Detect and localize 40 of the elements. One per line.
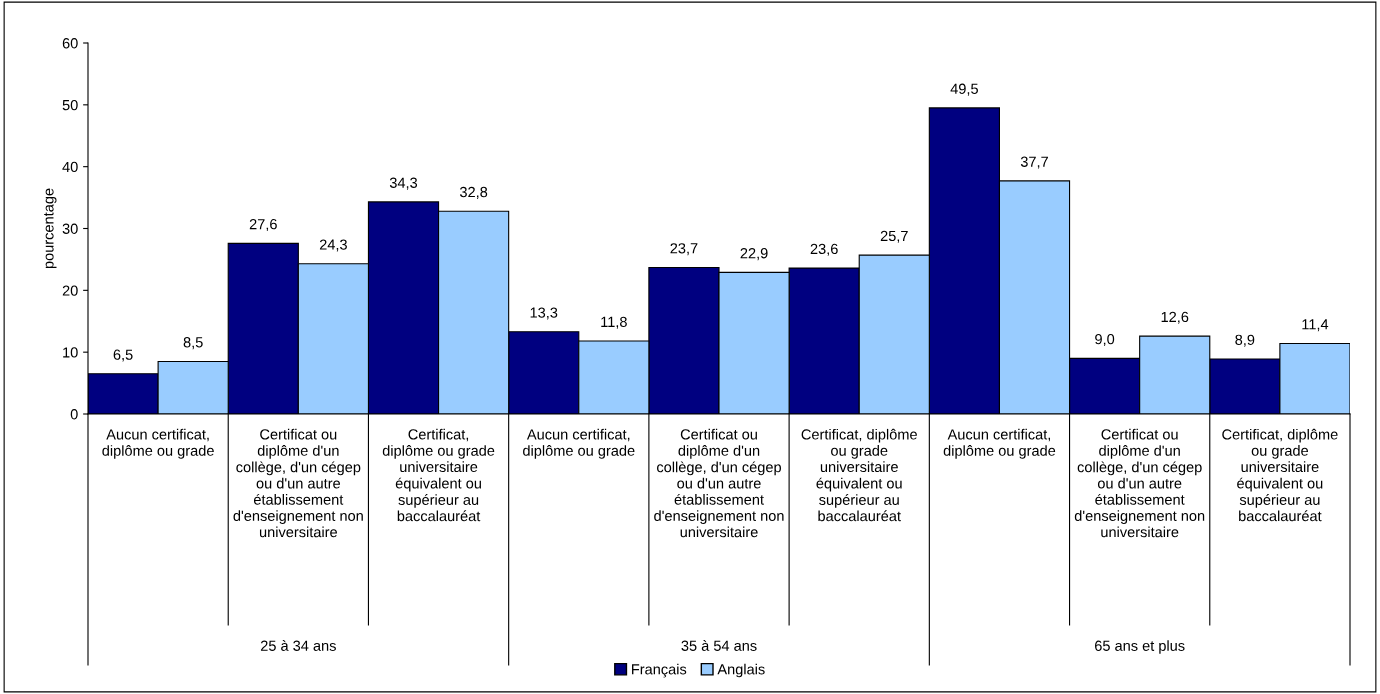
data-label: 13,3 bbox=[530, 307, 558, 320]
x-tick-label: Certificat ou diplôme d'un collège, d'un cégep ou d'un autre établissement d'enseignement non universitaire bbox=[233, 428, 363, 538]
x-tick-label: Certificat, diplôme ou grade universitaire équivalent ou supérieur au baccalauréat bbox=[1222, 428, 1338, 522]
data-label: 11,4 bbox=[1302, 319, 1329, 332]
data-label: 24,3 bbox=[319, 239, 347, 252]
data-label: 34,3 bbox=[389, 177, 418, 190]
text: 25 à 34 ans bbox=[260, 640, 336, 651]
data-label: 32,8 bbox=[459, 186, 488, 199]
x-tick-label: Certificat ou diplôme d'un collège, d'un cégep ou d'un autre établissement d'enseignement non universitaire bbox=[1074, 428, 1205, 538]
data-label: 12,6 bbox=[1161, 311, 1189, 324]
data-label: 23,6 bbox=[810, 243, 838, 256]
y-tick-label: 30 bbox=[62, 223, 78, 234]
y-tick-label: 0 bbox=[70, 409, 78, 420]
legend-label: Français bbox=[632, 663, 687, 678]
y-tick-label: 20 bbox=[62, 285, 78, 296]
data-label: 25,7 bbox=[880, 230, 908, 243]
legend-label: Anglais bbox=[717, 663, 765, 678]
data-label: 49,5 bbox=[950, 83, 978, 96]
y-tick-label: 60 bbox=[62, 38, 78, 49]
data-label: 9,0 bbox=[1095, 334, 1115, 347]
y-tick-label: 50 bbox=[62, 99, 78, 111]
data-label: 11,8 bbox=[601, 316, 627, 329]
data-label: 8,5 bbox=[183, 337, 203, 350]
data-label: 37,7 bbox=[1020, 156, 1048, 169]
text: 35 à 54 ans bbox=[681, 640, 757, 651]
x-tick-label: Certificat, diplôme ou grade universitaire équivalent ou supérieur au baccalauréat bbox=[382, 428, 495, 522]
x-tick-label: Certificat, diplôme ou grade universitaire équivalent ou supérieur au baccalauréat bbox=[801, 428, 917, 522]
data-label: 23,7 bbox=[670, 243, 698, 256]
x-tick-label: Certificat ou diplôme d'un collège, d'un cégep ou d'un autre établissement d'enseignement non universitaire bbox=[654, 428, 784, 538]
text: 65 ans et plus bbox=[1095, 640, 1185, 654]
x-tick-label: Aucun certificat, diplôme ou grade bbox=[523, 428, 635, 459]
y-tick-label: 40 bbox=[62, 161, 78, 173]
data-label: 6,5 bbox=[113, 349, 133, 362]
data-label: 22,9 bbox=[740, 248, 768, 261]
x-tick-label: Aucun certificat, diplôme ou grade bbox=[943, 428, 1056, 459]
data-label: 27,6 bbox=[249, 219, 277, 232]
x-tick-label: Aucun certificat, diplôme ou grade bbox=[102, 428, 214, 459]
y-tick-label: 10 bbox=[63, 347, 78, 358]
data-label: 8,9 bbox=[1235, 334, 1255, 347]
y-axis-title: pourcentage bbox=[44, 188, 57, 269]
